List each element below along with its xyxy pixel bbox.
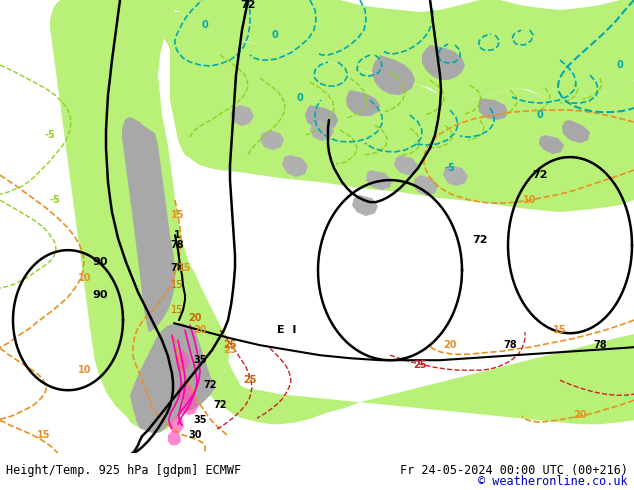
Text: -5: -5 bbox=[44, 130, 55, 140]
Text: 78: 78 bbox=[503, 340, 517, 350]
Polygon shape bbox=[366, 170, 392, 190]
Text: 0: 0 bbox=[617, 60, 623, 70]
Polygon shape bbox=[230, 105, 254, 126]
Text: 0: 0 bbox=[271, 30, 278, 40]
Polygon shape bbox=[182, 395, 198, 415]
Polygon shape bbox=[562, 120, 590, 143]
Polygon shape bbox=[305, 105, 338, 130]
Text: 15: 15 bbox=[37, 430, 51, 440]
Polygon shape bbox=[478, 98, 508, 120]
Polygon shape bbox=[413, 175, 438, 196]
Text: 0: 0 bbox=[297, 93, 304, 103]
Text: 78: 78 bbox=[593, 340, 607, 350]
Polygon shape bbox=[352, 195, 378, 216]
Text: 30: 30 bbox=[188, 430, 202, 440]
Polygon shape bbox=[539, 135, 564, 154]
Text: 1: 1 bbox=[174, 230, 181, 240]
Text: 25: 25 bbox=[223, 345, 236, 355]
Text: Fr 24-05-2024 00:00 UTC (00+216): Fr 24-05-2024 00:00 UTC (00+216) bbox=[399, 465, 628, 477]
Polygon shape bbox=[346, 90, 380, 116]
Text: 15: 15 bbox=[171, 280, 183, 290]
Text: 20: 20 bbox=[443, 340, 456, 350]
Polygon shape bbox=[175, 200, 634, 424]
Polygon shape bbox=[372, 55, 415, 95]
Text: 0: 0 bbox=[536, 110, 543, 120]
Polygon shape bbox=[310, 120, 334, 141]
Polygon shape bbox=[50, 0, 230, 433]
Polygon shape bbox=[177, 380, 193, 400]
Text: 25: 25 bbox=[243, 375, 257, 385]
Polygon shape bbox=[260, 130, 284, 150]
Text: © weatheronline.co.uk: © weatheronline.co.uk bbox=[478, 475, 628, 488]
Text: 72: 72 bbox=[204, 380, 217, 390]
Text: 78: 78 bbox=[170, 240, 184, 250]
Text: 72: 72 bbox=[472, 235, 488, 245]
Text: 0: 0 bbox=[202, 20, 209, 30]
Polygon shape bbox=[176, 350, 190, 371]
Text: 35: 35 bbox=[193, 355, 207, 365]
Text: 15: 15 bbox=[171, 305, 183, 315]
Polygon shape bbox=[122, 117, 175, 332]
Polygon shape bbox=[155, 0, 634, 102]
Text: 15: 15 bbox=[171, 210, 184, 220]
Text: 90: 90 bbox=[93, 257, 108, 267]
Polygon shape bbox=[422, 45, 465, 80]
Polygon shape bbox=[170, 415, 184, 433]
Polygon shape bbox=[443, 165, 468, 186]
Text: 72: 72 bbox=[240, 0, 256, 10]
Text: 72: 72 bbox=[213, 400, 227, 410]
Text: Height/Temp. 925 hPa [gdpm] ECMWF: Height/Temp. 925 hPa [gdpm] ECMWF bbox=[6, 465, 242, 477]
Text: E  I: E I bbox=[277, 325, 297, 335]
Text: 20: 20 bbox=[188, 313, 202, 323]
Polygon shape bbox=[130, 323, 215, 433]
Text: 10: 10 bbox=[523, 195, 537, 205]
Text: 25: 25 bbox=[413, 360, 427, 370]
Polygon shape bbox=[155, 12, 634, 212]
Text: 20: 20 bbox=[193, 325, 207, 335]
Polygon shape bbox=[282, 155, 308, 177]
Polygon shape bbox=[394, 155, 418, 175]
Text: 25: 25 bbox=[223, 340, 236, 350]
Text: -5: -5 bbox=[444, 163, 455, 173]
Text: 90: 90 bbox=[93, 290, 108, 300]
Text: 35: 35 bbox=[193, 415, 207, 425]
Text: 10: 10 bbox=[78, 273, 92, 283]
Text: 15: 15 bbox=[553, 325, 567, 335]
Text: 78: 78 bbox=[170, 263, 184, 273]
Text: -5: -5 bbox=[49, 195, 60, 205]
Text: 72: 72 bbox=[533, 170, 548, 180]
Text: 20: 20 bbox=[573, 410, 586, 420]
Text: 15: 15 bbox=[178, 263, 191, 273]
Text: 10: 10 bbox=[78, 365, 92, 375]
Polygon shape bbox=[168, 430, 181, 445]
